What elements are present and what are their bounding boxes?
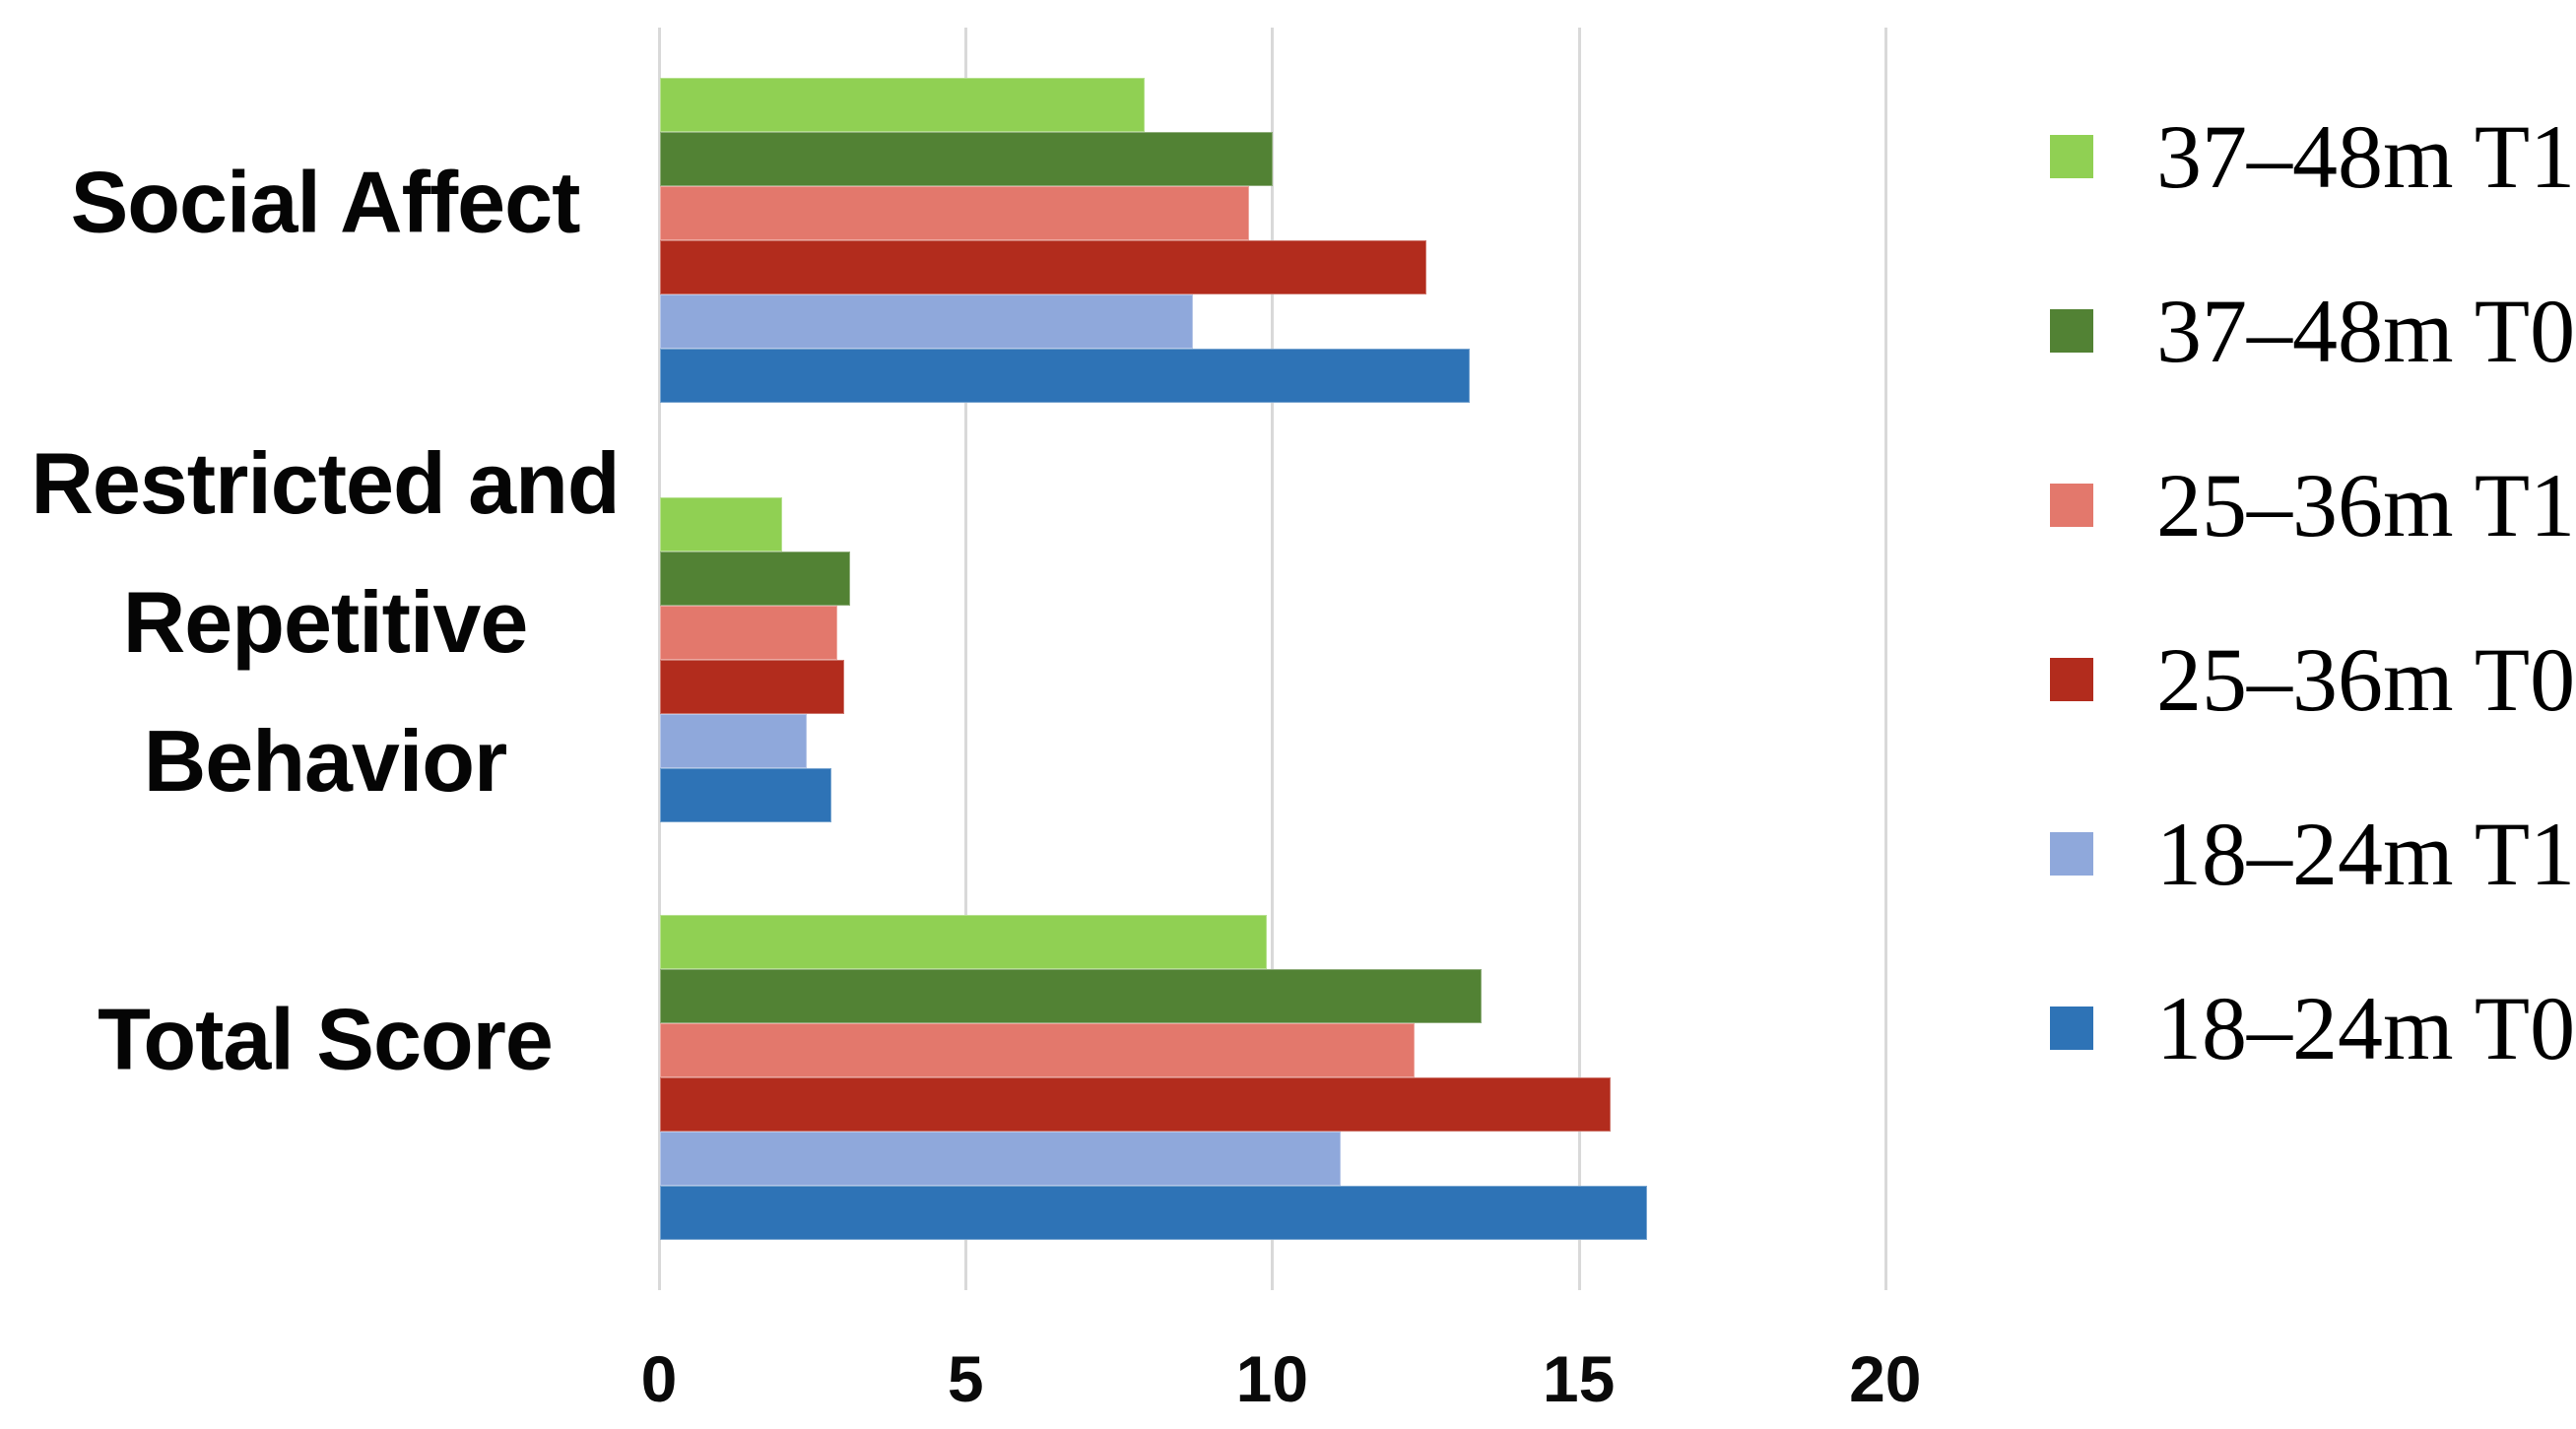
x-tick-label: 0 — [640, 1342, 678, 1415]
bar — [660, 497, 783, 552]
bar — [660, 969, 1483, 1023]
gridline-20 — [1883, 28, 1887, 1290]
legend-label: 18–24m T0 — [2156, 978, 2576, 1078]
legend-label: 25–36m T0 — [2156, 629, 2576, 730]
legend-entry: 37–48m T1 — [2050, 97, 2575, 216]
category-label-line: Total Score — [98, 990, 554, 1088]
bar — [660, 78, 1145, 132]
bar — [660, 714, 808, 768]
bar — [660, 186, 1249, 240]
category-label-line: Repetitive — [122, 572, 529, 671]
bar — [660, 1132, 1341, 1186]
gridline-0 — [658, 28, 661, 1290]
legend-entry: 25–36m T0 — [2050, 620, 2575, 739]
category-label: Total Score — [0, 971, 650, 1110]
bar — [660, 1077, 1611, 1132]
category-label: Restricted and Repetitive Behavior — [0, 415, 650, 830]
category-label-line: Social Affect — [70, 153, 581, 251]
legend-label: 37–48m T1 — [2156, 106, 2576, 207]
x-tick-label: 15 — [1542, 1342, 1616, 1415]
legend-swatch-icon — [2050, 658, 2093, 701]
legend-swatch-icon — [2050, 135, 2093, 178]
bar — [660, 768, 832, 822]
bar — [660, 1023, 1415, 1077]
bar — [660, 552, 850, 606]
category-label-line: Behavior — [143, 711, 508, 810]
legend-label: 18–24m T1 — [2156, 804, 2576, 904]
x-tick-label: 10 — [1235, 1342, 1309, 1415]
legend-entry: 25–36m T1 — [2050, 446, 2575, 564]
legend-entry: 18–24m T0 — [2050, 969, 2575, 1087]
gridline-5 — [964, 28, 968, 1290]
legend-swatch-icon — [2050, 484, 2093, 527]
x-tick-label: 20 — [1849, 1342, 1922, 1415]
bar — [660, 660, 844, 714]
bar — [660, 294, 1194, 349]
bar — [660, 1186, 1648, 1240]
bar — [660, 240, 1426, 294]
category-label: Social Affect — [0, 134, 650, 273]
gridline-15 — [1577, 28, 1581, 1290]
bar — [660, 915, 1268, 969]
bar — [660, 132, 1274, 186]
legend-entry: 18–24m T1 — [2050, 795, 2575, 913]
bar — [660, 606, 838, 660]
x-tick-label: 5 — [947, 1342, 984, 1415]
bar — [660, 349, 1470, 403]
legend-swatch-icon — [2050, 309, 2093, 353]
gridline-10 — [1271, 28, 1275, 1290]
legend-label: 25–36m T1 — [2156, 455, 2576, 555]
legend-swatch-icon — [2050, 1007, 2093, 1050]
legend-label: 37–48m T0 — [2156, 281, 2576, 381]
legend-swatch-icon — [2050, 832, 2093, 876]
category-label-line: Restricted and — [31, 433, 620, 532]
legend-entry: 37–48m T0 — [2050, 272, 2575, 390]
